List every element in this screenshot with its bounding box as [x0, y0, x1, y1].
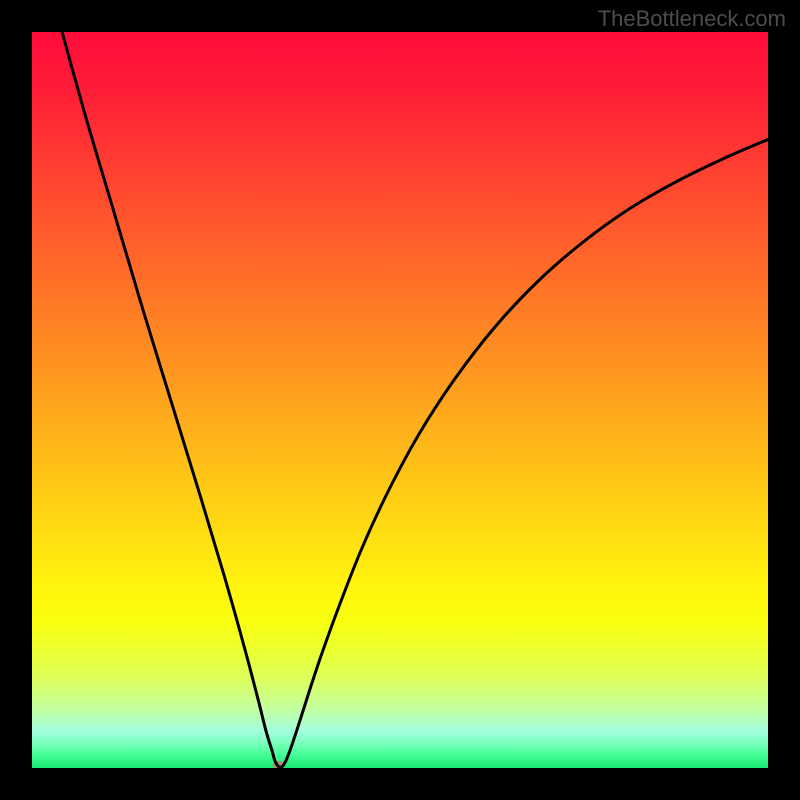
chart-plot-area	[32, 32, 768, 768]
watermark-text: TheBottleneck.com	[598, 6, 786, 32]
sweet-spot-marker	[273, 761, 285, 768]
bottleneck-curve	[54, 32, 768, 767]
chart-svg	[32, 32, 768, 768]
